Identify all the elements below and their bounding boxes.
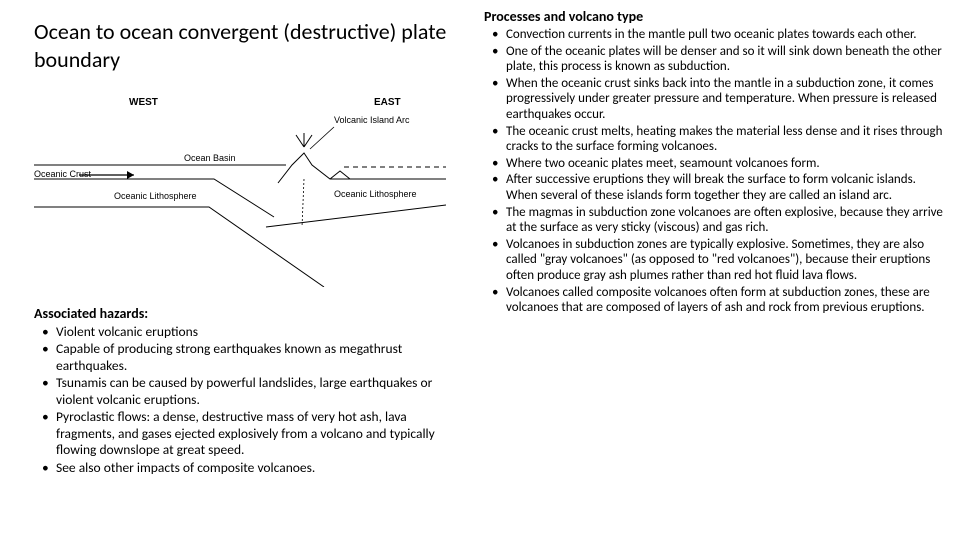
svg-text:Oceanic Crust: Oceanic Crust bbox=[34, 169, 92, 179]
svg-text:Volcanic Island Arc: Volcanic Island Arc bbox=[334, 115, 410, 125]
processes-heading: Processes and volcano type bbox=[484, 8, 944, 25]
svg-text:WEST: WEST bbox=[129, 97, 158, 108]
process-item: When the oceanic crust sinks back into t… bbox=[484, 76, 944, 123]
page-title: Ocean to ocean convergent (destructive) … bbox=[34, 18, 466, 73]
process-item: Where two oceanic plates meet, seamount … bbox=[484, 156, 944, 172]
processes-list: Convection currents in the mantle pull t… bbox=[484, 27, 944, 316]
hazards-list: Violent volcanic eruptionsCapable of pro… bbox=[34, 324, 466, 476]
process-item: The magmas in subduction zone volcanoes … bbox=[484, 205, 944, 236]
hazard-item: Violent volcanic eruptions bbox=[34, 324, 466, 340]
left-column: Ocean to ocean convergent (destructive) … bbox=[0, 0, 480, 540]
svg-text:Oceanic Lithosphere: Oceanic Lithosphere bbox=[334, 189, 417, 199]
hazard-item: Capable of producing strong earthquakes … bbox=[34, 341, 466, 374]
right-column: Processes and volcano type Convection cu… bbox=[480, 0, 960, 540]
svg-text:Ocean Basin: Ocean Basin bbox=[184, 153, 236, 163]
hazards-heading: Associated hazards: bbox=[34, 305, 466, 322]
hazard-item: See also other impacts of composite volc… bbox=[34, 460, 466, 476]
svg-text:Oceanic Lithosphere: Oceanic Lithosphere bbox=[114, 191, 197, 201]
plate-boundary-diagram: WEST EAST Volcanic Island Arc Ocean Basin Oc… bbox=[34, 87, 446, 287]
process-item: One of the oceanic plates will be denser… bbox=[484, 44, 944, 75]
hazard-item: Pyroclastic flows: a dense, destructive … bbox=[34, 409, 466, 458]
process-item: Volcanoes in subduction zones are typica… bbox=[484, 237, 944, 284]
hazard-item: Tsunamis can be caused by powerful lands… bbox=[34, 375, 466, 408]
process-item: Convection currents in the mantle pull t… bbox=[484, 27, 944, 43]
process-item: After successive eruptions they will bre… bbox=[484, 172, 944, 203]
svg-text:EAST: EAST bbox=[374, 97, 401, 108]
process-item: Volcanoes called composite volcanoes oft… bbox=[484, 285, 944, 316]
process-item: The oceanic crust melts, heating makes t… bbox=[484, 124, 944, 155]
